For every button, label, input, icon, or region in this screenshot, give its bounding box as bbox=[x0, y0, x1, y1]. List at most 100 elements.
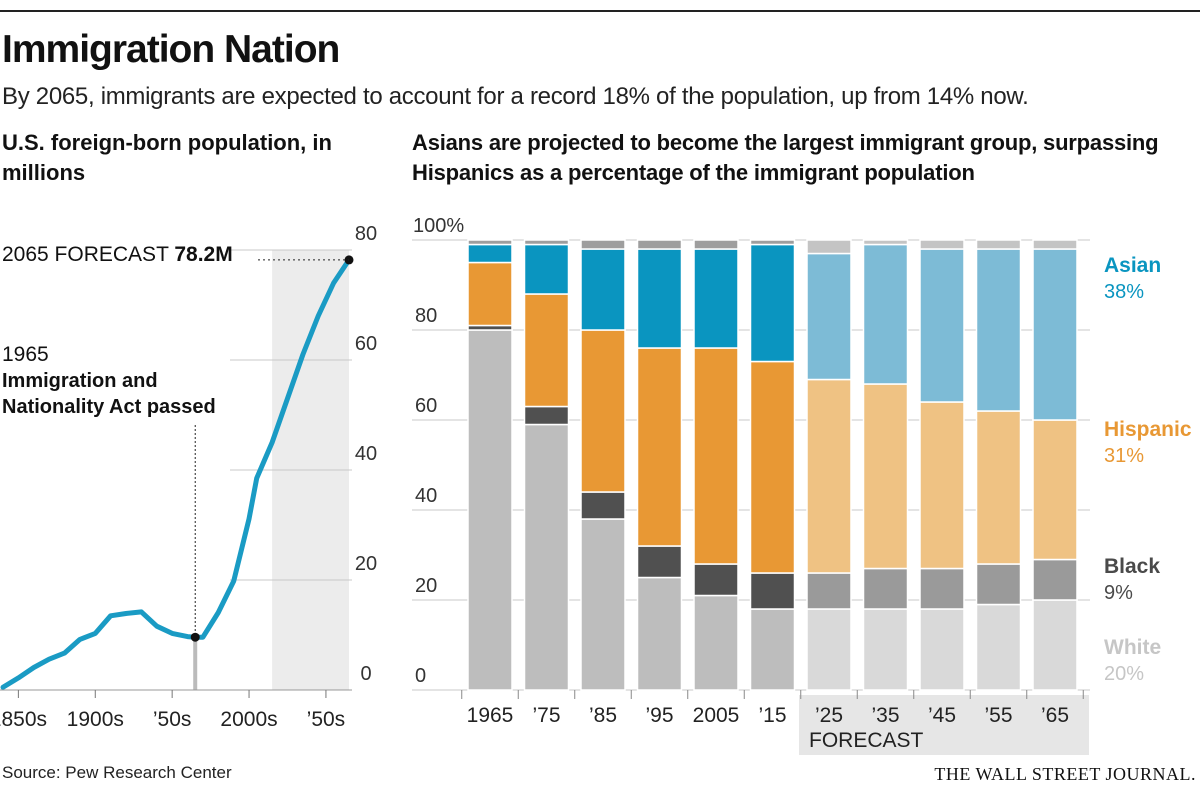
bar-segment-asian bbox=[862, 243, 909, 385]
x-tick-label: 2005 bbox=[693, 704, 740, 727]
bar-segment-white bbox=[1032, 599, 1078, 691]
bar-segment-hispanic bbox=[523, 293, 570, 408]
bar-segment-asian bbox=[693, 248, 739, 349]
bar-segment-hispanic bbox=[806, 378, 852, 574]
x-tick-label: 1965 bbox=[467, 704, 514, 727]
bar-segment-black bbox=[806, 572, 852, 610]
x-tick-label: 2000s bbox=[220, 708, 277, 731]
bar-segment-black bbox=[636, 545, 683, 579]
act-annotation-line1: Immigration and bbox=[2, 370, 158, 392]
bar-segment-black bbox=[693, 563, 739, 597]
bar-segment-other bbox=[749, 239, 796, 246]
bar-segment-black bbox=[862, 567, 909, 610]
x-tick-label: 1850s bbox=[0, 708, 47, 731]
y-tick-label: 80 bbox=[415, 305, 437, 327]
y-tick-label: 0 bbox=[415, 665, 426, 687]
publisher-logo: THE WALL STREET JOURNAL. bbox=[934, 764, 1196, 784]
x-tick-label: ’95 bbox=[645, 704, 673, 727]
bar-segment-asian bbox=[523, 243, 570, 295]
x-tick-label: ’50s bbox=[307, 708, 346, 731]
bar-segment-hispanic bbox=[467, 261, 513, 327]
bar-segment-asian bbox=[467, 243, 513, 264]
bar-segment-asian bbox=[975, 248, 1022, 412]
bar-segment-black bbox=[919, 567, 965, 610]
legend-value-white: 20% bbox=[1104, 663, 1144, 685]
bar-segment-hispanic bbox=[1032, 419, 1078, 561]
forecast-label: FORECAST bbox=[809, 729, 924, 752]
bar-segment-white bbox=[693, 594, 739, 691]
x-tick-label: ’50s bbox=[153, 708, 192, 731]
legend-value-asian: 38% bbox=[1104, 281, 1144, 303]
bar-chart-title: Asians are projected to become the large… bbox=[412, 130, 1159, 185]
forecast-annotation-value: 78.2M bbox=[174, 243, 232, 266]
x-tick-label: ’75 bbox=[532, 704, 560, 727]
population-series-line bbox=[0, 257, 352, 690]
y-tick-label: 60 bbox=[415, 395, 437, 417]
legend-label-hispanic: Hispanic bbox=[1104, 418, 1192, 441]
bar-segment-other bbox=[693, 239, 739, 250]
source-note: Source: Pew Research Center bbox=[2, 763, 232, 782]
bar-segment-white bbox=[467, 329, 513, 691]
bar-segment-white bbox=[919, 608, 965, 691]
legend-label-asian: Asian bbox=[1104, 254, 1161, 277]
bar-segment-hispanic bbox=[749, 360, 796, 574]
bar-segment-other bbox=[523, 239, 570, 246]
bar-segment-asian bbox=[919, 248, 965, 403]
x-tick-label: ’15 bbox=[758, 704, 786, 727]
bar-segment-hispanic bbox=[975, 410, 1022, 565]
x-tick-label: ’45 bbox=[928, 704, 956, 727]
bar-segment-white bbox=[636, 576, 683, 691]
bar-segment-white bbox=[523, 423, 570, 691]
forecast-label-box bbox=[799, 695, 1089, 755]
bar-segment-asian bbox=[806, 252, 852, 381]
bar-segment-black bbox=[523, 405, 570, 426]
bar-segment-asian bbox=[1032, 248, 1078, 421]
bar-segment-other bbox=[580, 239, 626, 250]
x-tick-label: ’65 bbox=[1041, 704, 1069, 727]
bar-segment-other bbox=[636, 239, 683, 250]
y-tick-label: 0 bbox=[360, 663, 371, 685]
bar-segment-asian bbox=[749, 243, 796, 363]
bar-segment-other bbox=[919, 239, 965, 250]
act-annotation-line2: Nationality Act passed bbox=[2, 396, 216, 418]
page-subtitle: By 2065, immigrants are expected to acco… bbox=[2, 83, 1029, 110]
legend-label-black: Black bbox=[1104, 555, 1160, 578]
bar-segment-hispanic bbox=[636, 347, 683, 547]
x-tick-label: 1900s bbox=[67, 708, 124, 731]
forecast-annotation-label: 2065 FORECAST bbox=[2, 243, 174, 266]
legend-value-hispanic: 31% bbox=[1104, 445, 1144, 467]
bar-segment-other bbox=[806, 239, 852, 255]
page-title: Immigration Nation bbox=[2, 28, 340, 71]
bar-segment-other bbox=[467, 239, 513, 246]
y-tick-label: 60 bbox=[355, 333, 377, 355]
act-marker-stem bbox=[193, 637, 198, 690]
bar-segment-asian bbox=[580, 248, 626, 331]
y-tick-label: 20 bbox=[355, 553, 377, 575]
bar-segment-black bbox=[1032, 558, 1078, 601]
bar-segment-hispanic bbox=[919, 401, 965, 570]
bar-segment-black bbox=[580, 491, 626, 520]
y-tick-label-top: 100% bbox=[413, 215, 464, 237]
bar-segment-hispanic bbox=[693, 347, 739, 565]
y-tick-label: 20 bbox=[415, 575, 437, 597]
bar-segment-black bbox=[975, 563, 1022, 606]
bar-segment-white bbox=[975, 603, 1022, 691]
bar-segment-white bbox=[806, 608, 852, 691]
bar-segment-black bbox=[749, 572, 796, 610]
bar-segment-hispanic bbox=[862, 383, 909, 570]
foreign-born-line-chart: 0 20 40 60 80 2065 FORECAST 78.2M 1965 Immigrat… bbox=[0, 223, 377, 731]
forecast-annotation: 2065 FORECAST 78.2M bbox=[2, 243, 233, 266]
x-tick-label: ’35 bbox=[871, 704, 899, 727]
bar-segment-other bbox=[862, 239, 909, 246]
y-tick-label: 40 bbox=[355, 443, 377, 465]
top-rule bbox=[0, 10, 1200, 12]
act-point bbox=[190, 632, 200, 642]
bar-segment-asian bbox=[636, 248, 683, 349]
act-annotation-year: 1965 bbox=[2, 343, 49, 366]
bar-segment-white bbox=[862, 608, 909, 691]
x-tick-label: ’85 bbox=[589, 704, 617, 727]
x-tick-label: ’25 bbox=[815, 704, 843, 727]
y-tick-label: 80 bbox=[355, 223, 377, 245]
bar-segment-white bbox=[580, 518, 626, 691]
